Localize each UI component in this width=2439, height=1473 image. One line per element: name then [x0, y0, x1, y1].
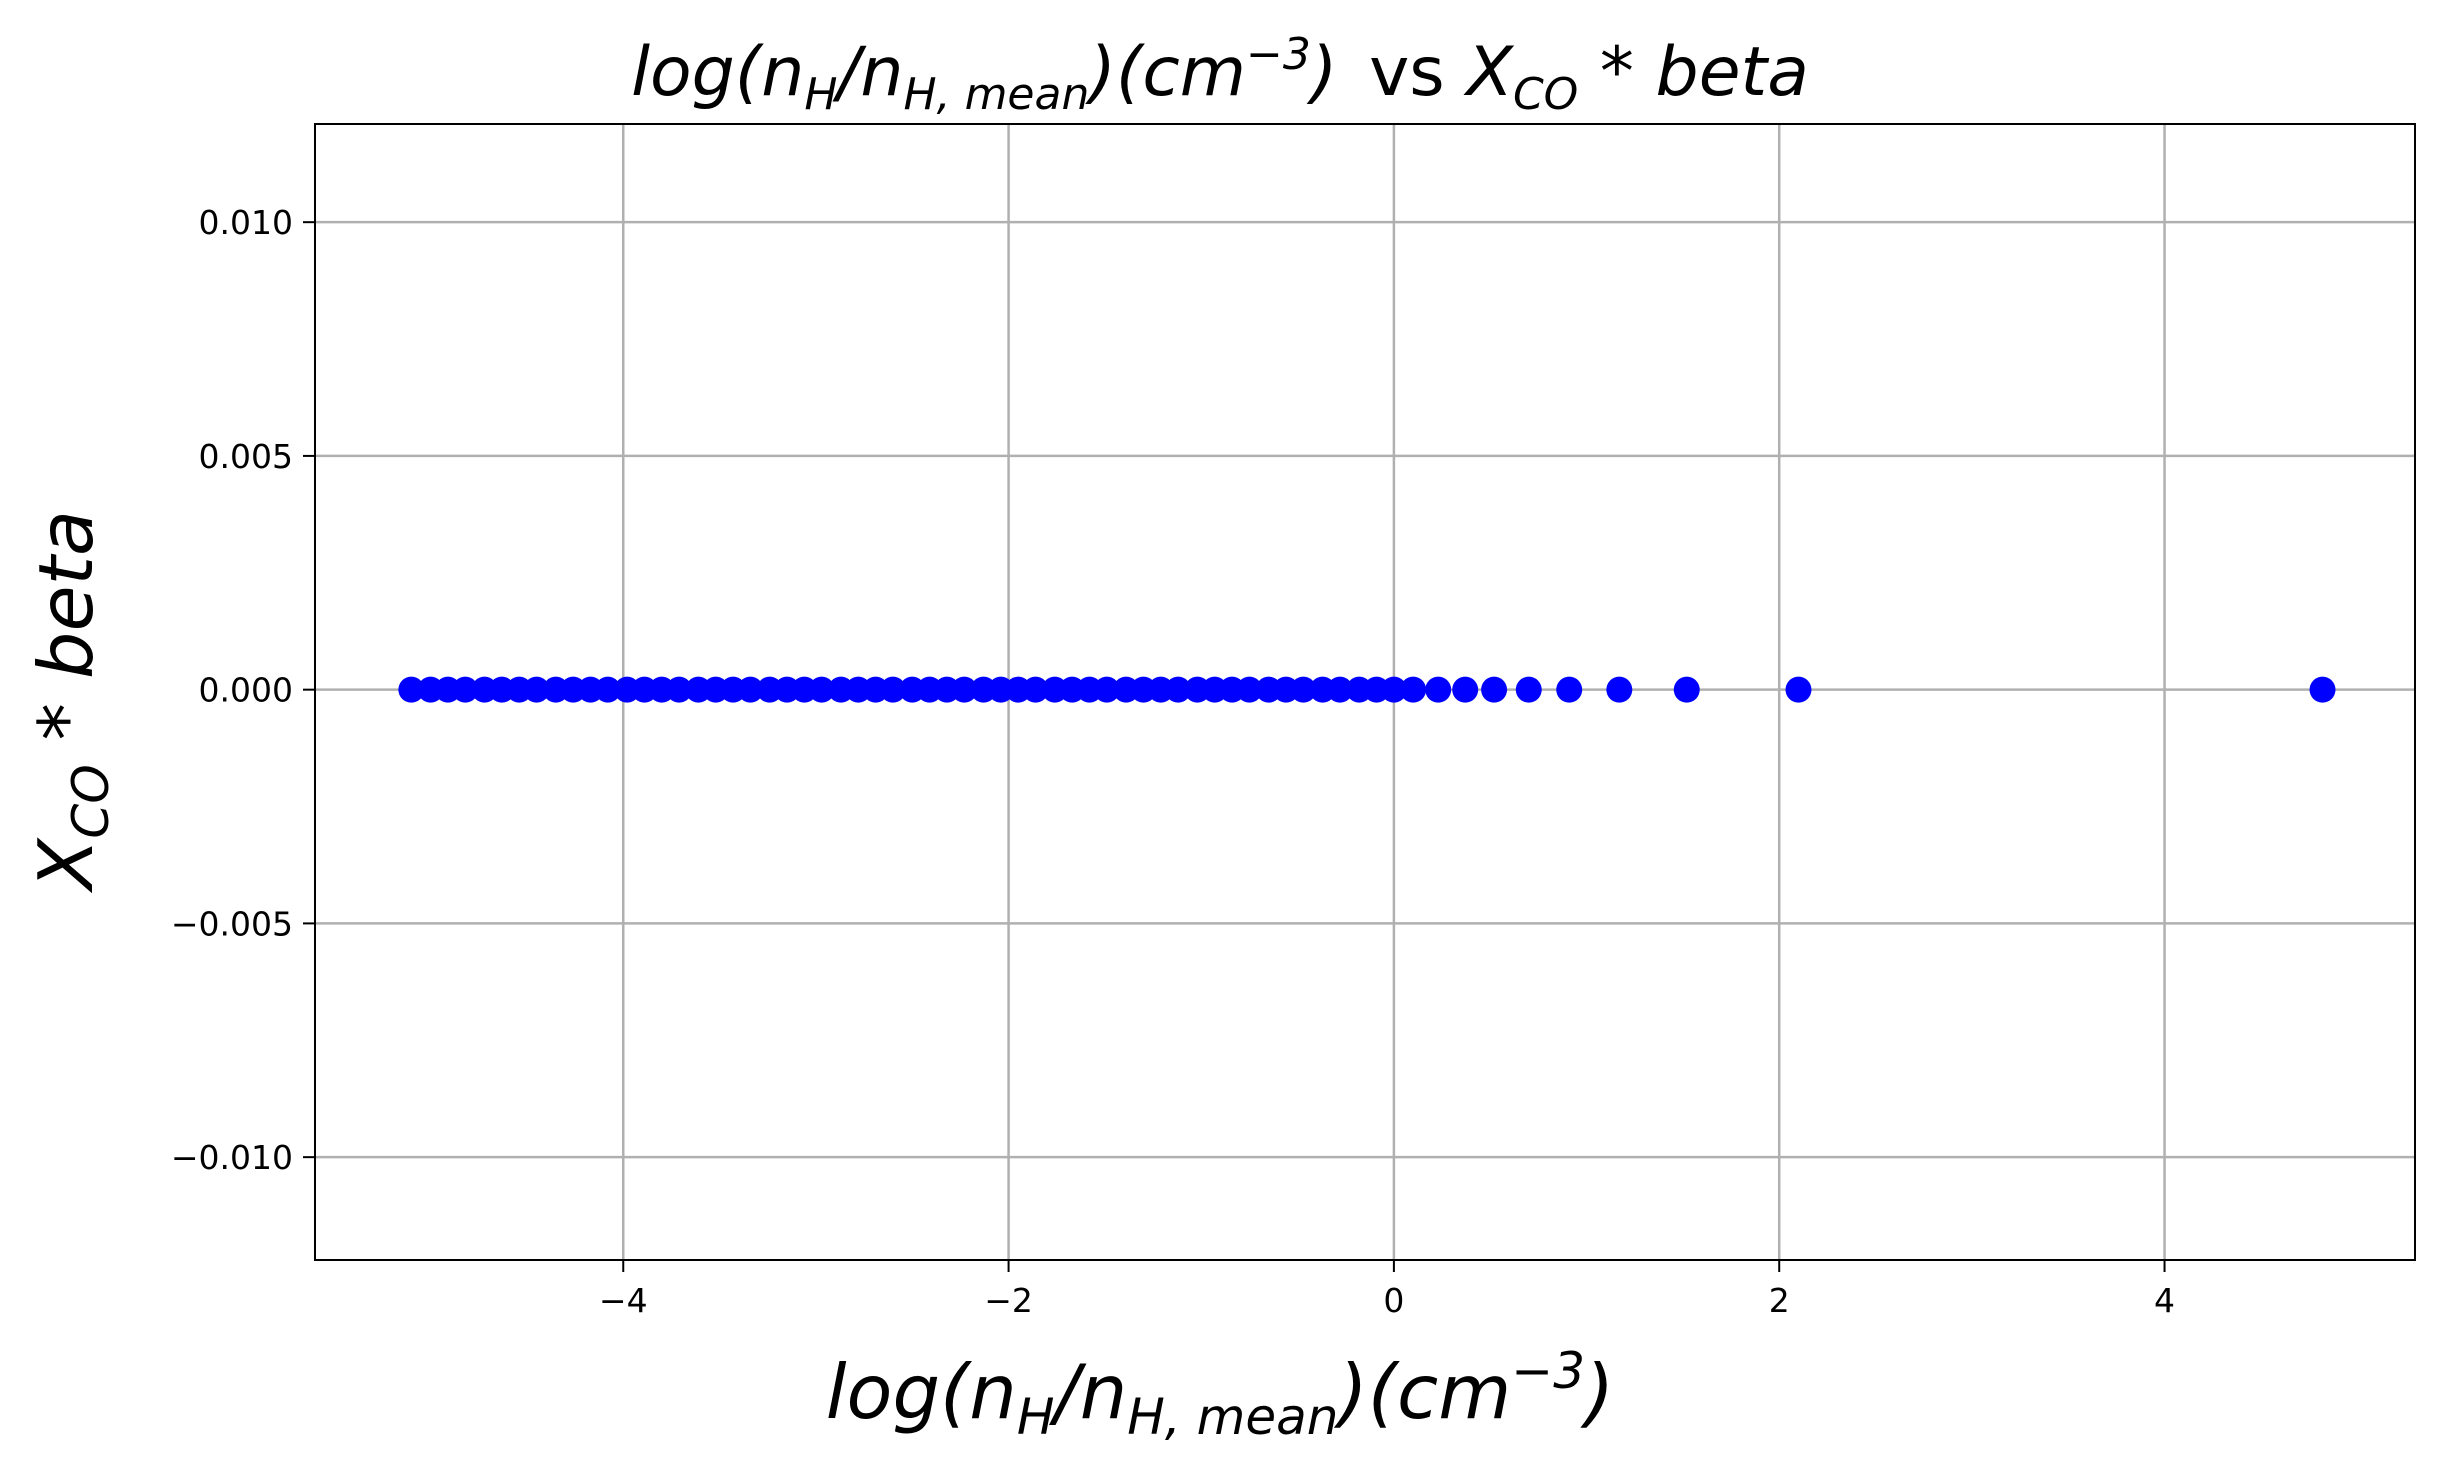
data-point: [1022, 676, 1049, 703]
data-point: [1481, 676, 1508, 703]
data-point: [1236, 676, 1263, 703]
y-tick-label: −0.010: [171, 1138, 293, 1177]
data-point: [1606, 676, 1633, 703]
data-point: [737, 676, 764, 703]
x-tick-label: −2: [984, 1281, 1033, 1320]
data-point: [879, 676, 906, 703]
x-axis-label: log(nH/nH, mean)(cm−3): [826, 1342, 1615, 1446]
data-point: [1515, 676, 1542, 703]
x-tick-label: 4: [2154, 1281, 2175, 1320]
data-point: [452, 676, 479, 703]
data-point: [2309, 676, 2336, 703]
y-axis-ticks: −0.010 −0.005 0.000 0.005 0.010: [171, 203, 315, 1177]
data-point: [1093, 676, 1120, 703]
x-tick-label: 2: [1769, 1281, 1790, 1320]
data-point: [1452, 676, 1479, 703]
y-axis-label: XCO * beta: [22, 510, 120, 894]
data-point: [666, 676, 693, 703]
data-point: [1785, 676, 1812, 703]
y-tick-label: 0.000: [199, 671, 293, 710]
plot-area-frame: [314, 123, 2416, 1261]
x-tick-label: −4: [599, 1281, 648, 1320]
y-tick-label: −0.005: [171, 904, 293, 943]
data-points: [398, 676, 2336, 703]
data-point: [1290, 676, 1317, 703]
data-point: [398, 676, 425, 703]
y-tick-label: 0.005: [199, 437, 293, 476]
data-point: [1425, 676, 1452, 703]
data-point: [1400, 676, 1427, 703]
data-point: [951, 676, 978, 703]
data-point: [1556, 676, 1583, 703]
data-point: [523, 676, 550, 703]
chart-title: log(nH/nH, mean)(cm−3) vs XCO * beta: [631, 29, 1809, 120]
data-point: [808, 676, 835, 703]
y-tick-label: 0.010: [199, 203, 293, 242]
x-axis-ticks: −4 −2 0 2 4: [599, 1260, 2175, 1320]
x-tick-label: 0: [1383, 1281, 1404, 1320]
data-point: [1380, 676, 1407, 703]
data-point: [1673, 676, 1700, 703]
data-point: [594, 676, 621, 703]
data-point: [1165, 676, 1192, 703]
data-point: [1326, 676, 1353, 703]
